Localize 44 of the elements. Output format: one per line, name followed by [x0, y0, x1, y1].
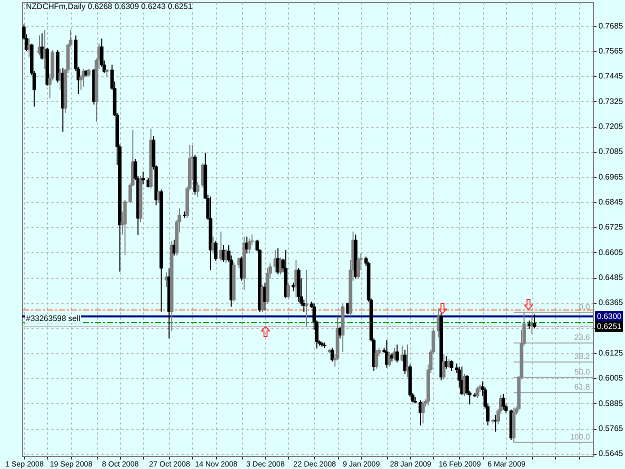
- series-label: 61.8: [574, 382, 591, 392]
- candlestick: [532, 314, 536, 329]
- candlestick: [330, 347, 334, 362]
- y-tick-label: 0.6965: [598, 172, 624, 182]
- y-tick-label: 0.6605: [598, 248, 624, 257]
- ref-line-label: #33263598 sell: [25, 314, 82, 324]
- candlestick: [502, 393, 506, 410]
- y-tick-label: 0.6485: [598, 273, 624, 282]
- candlestick: [403, 349, 407, 375]
- y-tick-label: 0.6845: [598, 198, 624, 207]
- candlestick: [304, 269, 308, 328]
- y-tick-label: 0.7565: [598, 46, 624, 56]
- series-label: 0.0: [578, 302, 591, 312]
- candlestick: [421, 400, 425, 424]
- y-tick-label: 0.6125: [598, 348, 624, 358]
- candlestick: [141, 171, 145, 185]
- y-tick-label: 0.6005: [598, 374, 624, 383]
- price-tag: 0.6300: [595, 310, 623, 322]
- candlestick: [476, 386, 480, 399]
- candlestick: [82, 68, 86, 88]
- series-label: 100.0: [570, 432, 591, 442]
- y-tick-label: 0.5645: [598, 449, 624, 458]
- candlestick: [395, 344, 399, 363]
- y-tick-label: 0.7085: [598, 147, 624, 156]
- chart-title: NZDCHFm,Daily 0.6268 0.6309 0.6243 0.6251: [26, 2, 193, 11]
- candlestick: [248, 238, 252, 254]
- y-tick-label: 0.7685: [598, 21, 624, 30]
- series-label: 38.2: [574, 352, 591, 362]
- y-tick-label: 0.6725: [598, 222, 624, 232]
- series-label: 23.6: [574, 332, 591, 342]
- candlestick: [214, 240, 218, 262]
- y-tick-label: 0.7325: [598, 96, 624, 106]
- y-tick-label: 0.5765: [598, 424, 624, 434]
- y-tick-label: 0.5885: [598, 398, 624, 408]
- y-tick-label: 0.7205: [598, 122, 624, 132]
- candlestick: [286, 283, 290, 300]
- candlestick: [356, 257, 360, 280]
- y-tick-label: 0.7445: [598, 72, 624, 81]
- y-tick-label: 0.6365: [598, 298, 624, 308]
- candlestick: [222, 244, 226, 262]
- candlestick: [278, 257, 282, 275]
- candlestick: [374, 349, 378, 370]
- series-label: 50.0: [574, 367, 591, 376]
- price-tag: 0.6251: [595, 321, 623, 332]
